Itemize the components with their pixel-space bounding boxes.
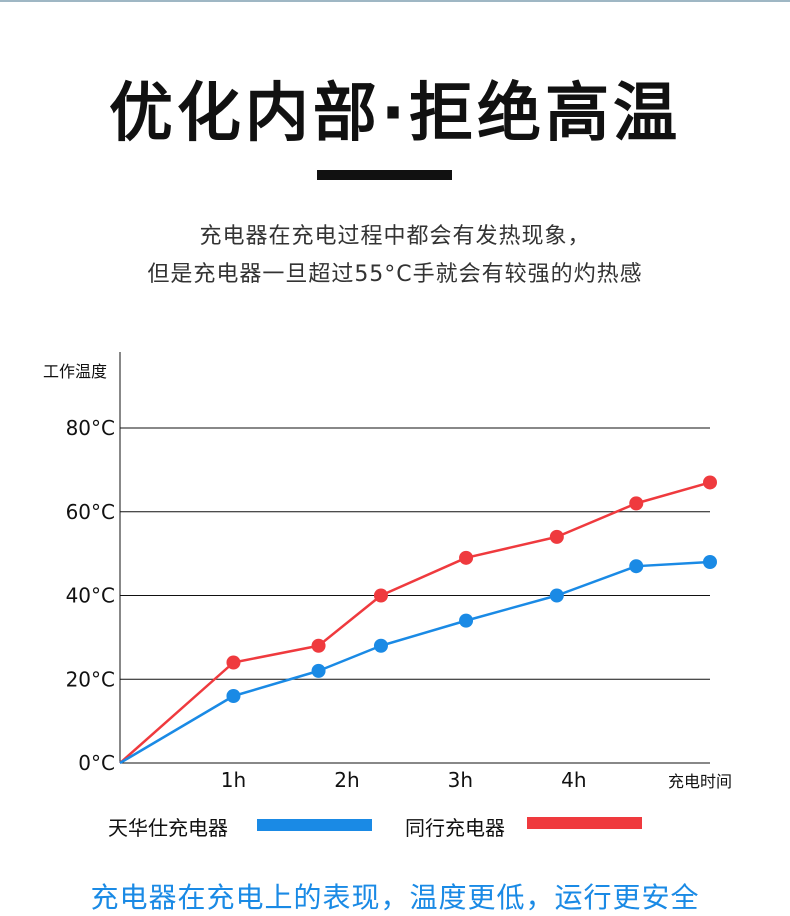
y-tick-label-4: 0°C	[78, 751, 115, 775]
legend-swatch-series-2	[527, 817, 642, 829]
series-2-point-7	[703, 475, 717, 490]
series-2-point-2	[311, 638, 326, 653]
footer-tagline: 充电器在充电上的表现，温度更低，运行更安全	[90, 881, 700, 914]
top-rule	[0, 0, 790, 2]
temperature-chart: 80°C 60°C 40°C 20°C 0°C 工作温度 1h 2h 3h 4h 充电时间	[43, 352, 732, 792]
x-tick-label-3: 4h	[561, 768, 586, 792]
legend-swatch-series-1	[257, 819, 372, 831]
series-line-2	[119, 481, 711, 764]
legend-label-series-1: 天华仕充电器	[108, 816, 228, 840]
series-1-point-7	[703, 555, 717, 569]
y-tick-label-1: 60°C	[66, 500, 115, 524]
y-axis-label: 工作温度	[43, 362, 107, 381]
series-2-point-4	[459, 550, 474, 565]
x-tick-label-2: 3h	[448, 768, 473, 792]
series-2-point-1	[226, 655, 241, 670]
series-2-point-5	[549, 529, 564, 544]
legend-label-series-2: 同行充电器	[405, 816, 505, 840]
series-1-point-3	[373, 638, 388, 653]
series-1-point-6	[629, 559, 644, 574]
x-tick-label-1: 2h	[334, 768, 359, 792]
series-2-point-3	[373, 588, 388, 603]
page-title: 优化内部·拒绝高温	[108, 77, 682, 151]
description-line-1: 充电器在充电过程中都会有发热现象，	[199, 224, 591, 249]
series-1-point-2	[311, 663, 326, 678]
y-tick-label-0: 80°C	[66, 416, 115, 440]
x-axis-label: 充电时间	[668, 772, 732, 791]
series-1-point-5	[549, 588, 564, 603]
y-tick-label-2: 40°C	[66, 584, 115, 608]
series-2-point-6	[629, 496, 644, 511]
y-tick-label-3: 20°C	[66, 667, 115, 691]
series-1-point-4	[459, 613, 474, 628]
x-tick-label-0: 1h	[221, 768, 246, 792]
title-underline	[317, 170, 452, 180]
series-line-1	[119, 560, 711, 765]
series-1-point-1	[226, 689, 241, 703]
description-line-2: 但是充电器一旦超过55°C手就会有较强的灼热感	[147, 262, 643, 287]
